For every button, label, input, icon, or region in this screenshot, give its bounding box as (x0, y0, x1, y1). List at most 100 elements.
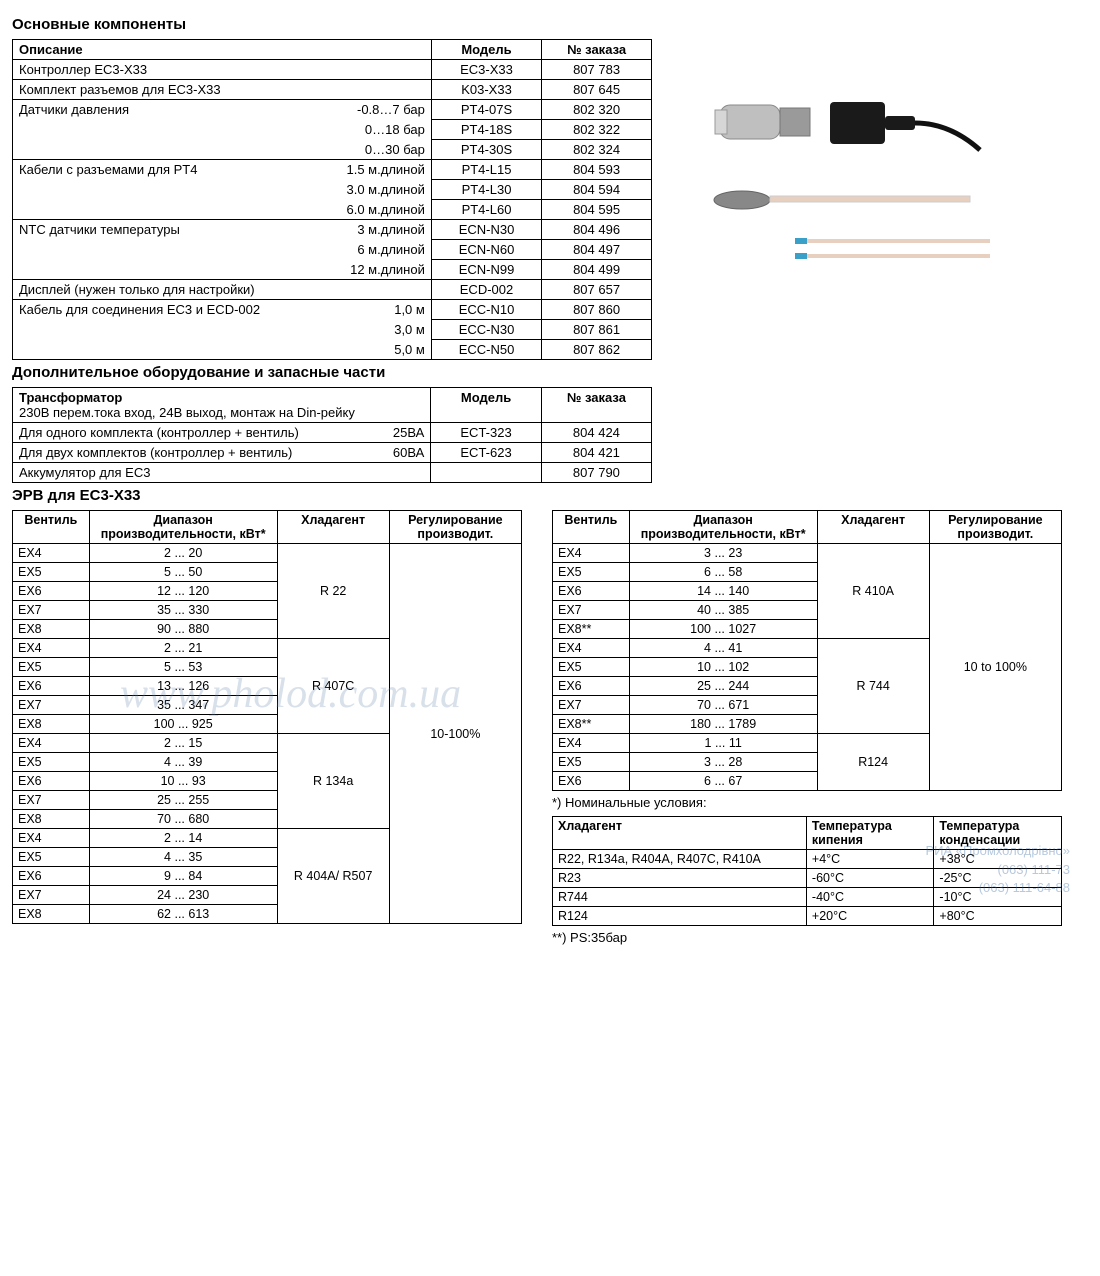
component-desc: Комплект разъемов для EC3-X33 (13, 80, 432, 100)
component-desc: 12 м.длиной (13, 260, 432, 280)
component-desc: 3.0 м.длиной (13, 180, 432, 200)
component-model: ECC-N50 (431, 340, 541, 360)
col-valve: Вентиль (13, 511, 90, 544)
component-order: 807 862 (542, 340, 652, 360)
component-model: PT4-L30 (431, 180, 541, 200)
additional-desc: Для одного комплекта (контроллер + венти… (13, 423, 431, 443)
company-watermark: РИА «Промхолодрівно»(063) 111-73(063) 11… (926, 842, 1071, 897)
component-order: 807 860 (542, 300, 652, 320)
cond-boil: -40°C (806, 888, 934, 907)
desc-label (19, 202, 337, 217)
component-model: PT4-L60 (431, 200, 541, 220)
desc-label: Кабель для соединения EC3 и ECD-002 (19, 302, 384, 317)
component-order: 807 657 (542, 280, 652, 300)
erv-range: 62 ... 613 (89, 905, 277, 924)
erv-valve: EX7 (13, 601, 90, 620)
col-temp-boil: Температура кипения (806, 817, 934, 850)
erv-range: 10 ... 102 (629, 658, 817, 677)
erv-range: 90 ... 880 (89, 620, 277, 639)
erv-range: 10 ... 93 (89, 772, 277, 791)
desc-label (19, 342, 384, 357)
desc-label: Датчики давления (19, 102, 347, 117)
desc-value: 3,0 м (384, 322, 425, 337)
component-desc: NTC датчики температуры3 м.длиной (13, 220, 432, 240)
sensor-images (700, 90, 1020, 290)
erv-valve: EX4 (553, 734, 630, 753)
additional-model: ECT-323 (431, 423, 542, 443)
desc-label: Дисплей (нужен только для настройки) (19, 282, 425, 297)
component-order: 807 645 (542, 80, 652, 100)
desc-value: 12 м.длиной (340, 262, 425, 277)
erv-range: 70 ... 671 (629, 696, 817, 715)
component-desc: Кабели с разъемами для PT41.5 м.длиной (13, 160, 432, 180)
component-model: PT4-07S (431, 100, 541, 120)
erv-valve: EX8 (13, 620, 90, 639)
erv-refrigerant: R 407C (277, 639, 389, 734)
desc-value: 1.5 м.длиной (337, 162, 425, 177)
desc-label: Кабели с разъемами для PT4 (19, 162, 337, 177)
desc-value: 5,0 м (384, 342, 425, 357)
erv-valve: EX5 (553, 563, 630, 582)
erv-range: 40 ... 385 (629, 601, 817, 620)
erv-range: 180 ... 1789 (629, 715, 817, 734)
erv-range: 6 ... 58 (629, 563, 817, 582)
erv-table-left: ВентильДиапазон производительности, кВт*… (12, 510, 522, 924)
component-order: 804 497 (542, 240, 652, 260)
additional-order: 807 790 (541, 463, 651, 483)
erv-valve: EX6 (13, 772, 90, 791)
erv-range: 3 ... 28 (629, 753, 817, 772)
component-model: ECN-N99 (431, 260, 541, 280)
component-order: 804 594 (542, 180, 652, 200)
col-order: № заказа (542, 40, 652, 60)
col-refrigerant: Хладагент (277, 511, 389, 544)
desc-label: Для двух комплектов (контроллер + вентил… (19, 445, 383, 460)
component-model: PT4-18S (431, 120, 541, 140)
component-order: 804 499 (542, 260, 652, 280)
erv-valve: EX6 (13, 677, 90, 696)
erv-refrigerant: R 22 (277, 544, 389, 639)
component-desc: 5,0 м (13, 340, 432, 360)
erv-range: 2 ... 21 (89, 639, 277, 658)
erv-refrigerant: R124 (817, 734, 929, 791)
erv-range: 4 ... 35 (89, 848, 277, 867)
component-order: 802 324 (542, 140, 652, 160)
desc-label: Для одного комплекта (контроллер + венти… (19, 425, 383, 440)
component-desc: Кабель для соединения EC3 и ECD-0021,0 м (13, 300, 432, 320)
component-order: 807 861 (542, 320, 652, 340)
erv-range: 100 ... 925 (89, 715, 277, 734)
component-order: 804 593 (542, 160, 652, 180)
erv-valve: EX6 (553, 677, 630, 696)
cond-cond: +80°C (934, 907, 1062, 926)
erv-range: 14 ... 140 (629, 582, 817, 601)
erv-valve: EX4 (13, 639, 90, 658)
erv-table-right: ВентильДиапазон производительности, кВт*… (552, 510, 1062, 791)
ps-note: **) PS:35бар (552, 930, 1062, 945)
component-order: 802 322 (542, 120, 652, 140)
desc-label: NTC датчики температуры (19, 222, 347, 237)
erv-range: 2 ... 14 (89, 829, 277, 848)
erv-range: 9 ... 84 (89, 867, 277, 886)
desc-value: 60ВА (383, 445, 424, 460)
component-model: ECN-N30 (431, 220, 541, 240)
desc-label (19, 322, 384, 337)
component-model: PT4-L15 (431, 160, 541, 180)
col-refrigerant: Хладагент (817, 511, 929, 544)
additional-model (431, 463, 542, 483)
erv-valve: EX4 (13, 829, 90, 848)
erv-valve: EX6 (553, 582, 630, 601)
component-model: ECC-N10 (431, 300, 541, 320)
erv-valve: EX5 (13, 658, 90, 677)
erv-range: 5 ... 53 (89, 658, 277, 677)
erv-range: 25 ... 255 (89, 791, 277, 810)
component-desc: 3,0 м (13, 320, 432, 340)
cond-refrigerant: R22, R134a, R404A, R407C, R410A (553, 850, 807, 869)
erv-valve: EX6 (13, 582, 90, 601)
erv-range: 2 ... 15 (89, 734, 277, 753)
cond-boil: +4°C (806, 850, 934, 869)
component-model: ECD-002 (431, 280, 541, 300)
col-range: Диапазон производительности, кВт* (629, 511, 817, 544)
component-order: 807 783 (542, 60, 652, 80)
erv-valve: EX4 (553, 544, 630, 563)
erv-valve: EX4 (13, 734, 90, 753)
desc-label (19, 122, 355, 137)
